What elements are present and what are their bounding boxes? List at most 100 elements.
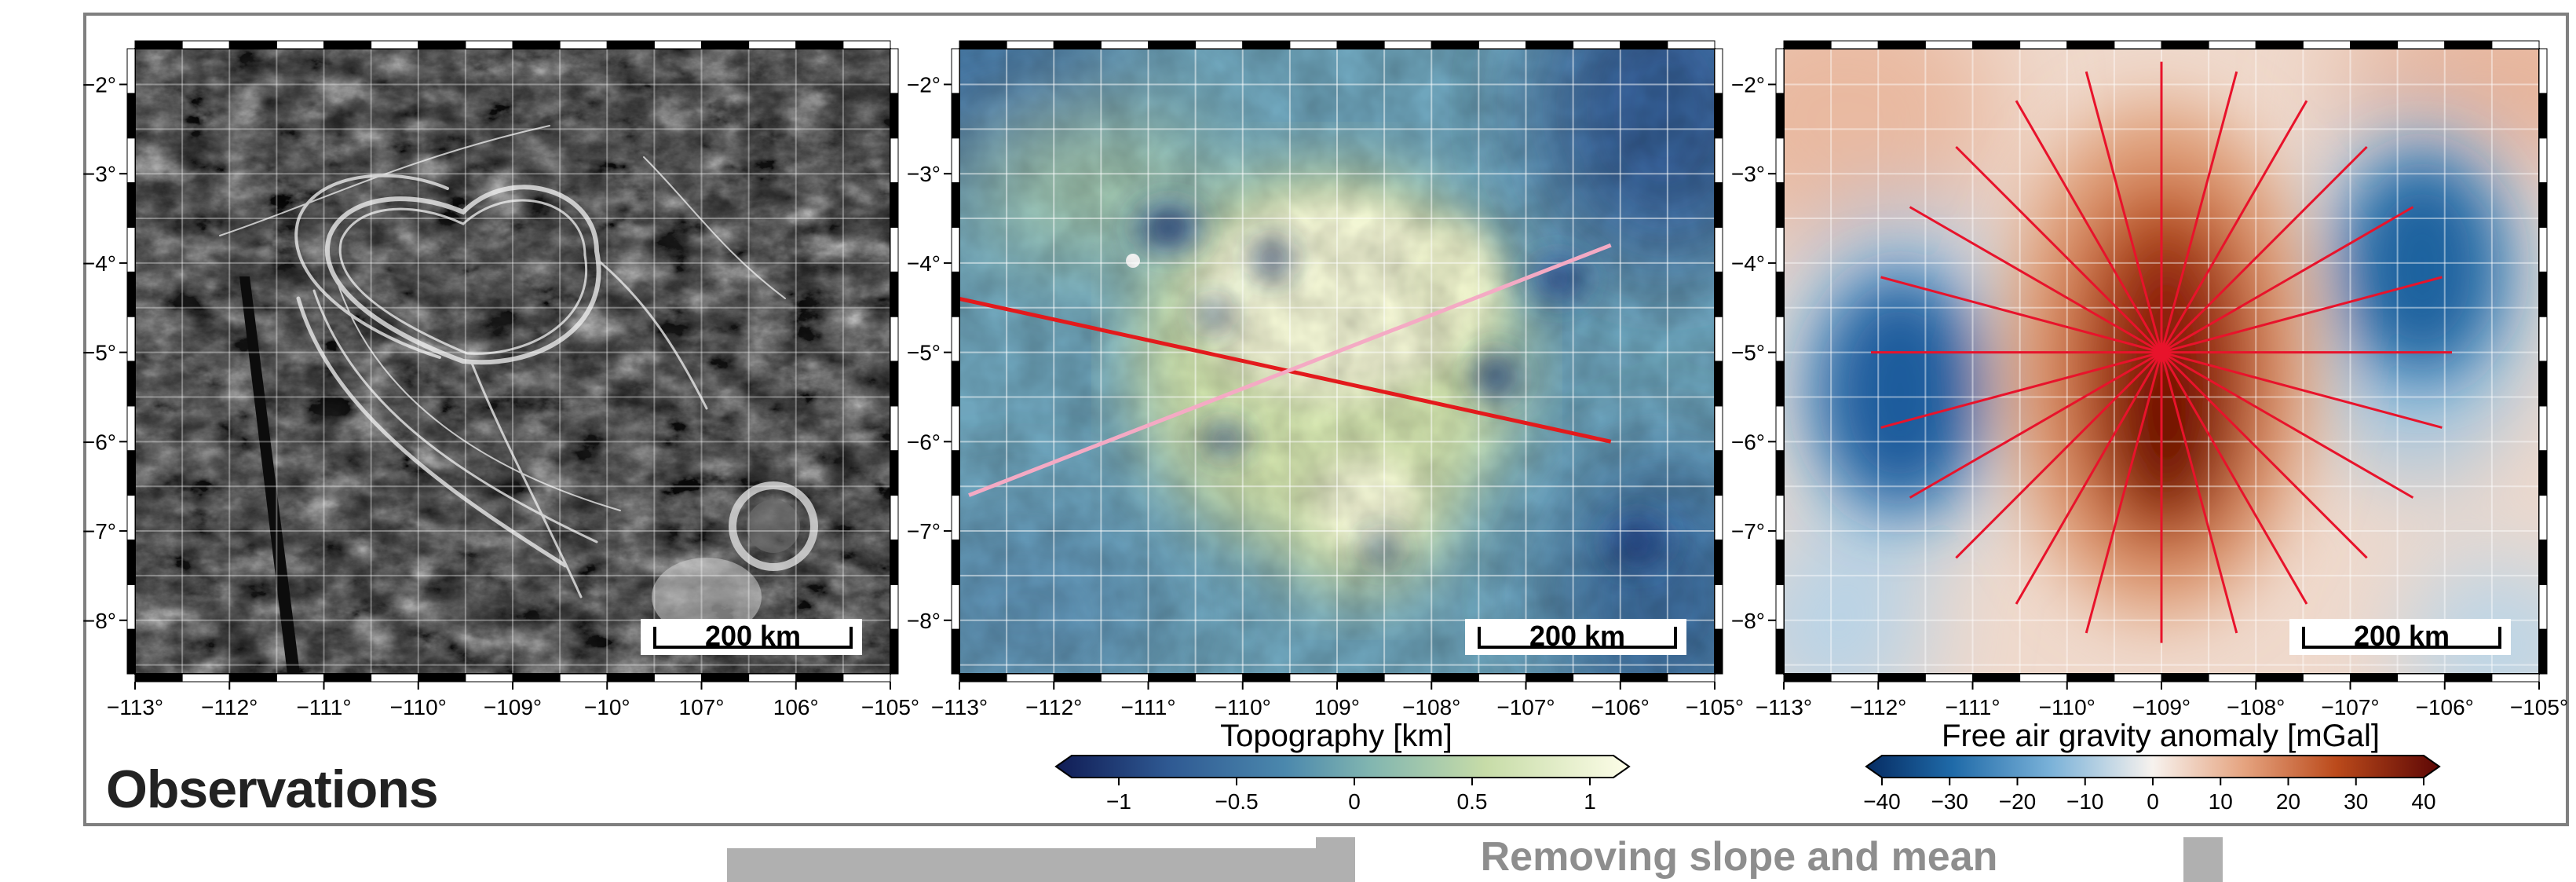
- panel-topography: −113° −112° −111° −110° 109° −108° −107° −106° −…: [907, 40, 1744, 814]
- frame-segment: [323, 673, 372, 683]
- frame-segment: [951, 48, 960, 94]
- x-tick-labels: −113° −112° −111° −110° −109° −108° −107° −106°…: [1756, 682, 2568, 719]
- frame-segment: [1775, 360, 1785, 407]
- radial-profile-line: [1880, 276, 2162, 354]
- y-tick-label: −6°: [907, 430, 941, 454]
- map-frame: [1775, 40, 2548, 683]
- y-tick-label: −2°: [82, 72, 116, 97]
- radial-profile-line: [2085, 71, 2163, 353]
- frame-segment: [126, 182, 136, 228]
- frame-segment: [951, 584, 960, 630]
- frame-segment: [1478, 673, 1526, 683]
- y-tick-label: −6°: [82, 430, 116, 454]
- x-tick-label: −113°: [107, 695, 163, 719]
- frame-segment: [2066, 40, 2115, 49]
- frame-segment: [1148, 673, 1197, 683]
- frame-segment: [2538, 495, 2548, 540]
- y-tick-label: −4°: [1731, 251, 1765, 276]
- frame-segment: [951, 360, 960, 407]
- colorbar-ticks: −40 −30 −20 −10 0 10 20 30 40: [1863, 778, 2436, 814]
- frame-segment: [1775, 93, 1785, 139]
- map-frame: [951, 40, 1723, 683]
- scale-bar-label: 200 km: [2354, 620, 2450, 652]
- frame-segment: [126, 628, 136, 675]
- scale-bar-label: 200 km: [1529, 620, 1625, 652]
- y-tick-label: −7°: [1731, 519, 1765, 543]
- y-tick-label: −3°: [1731, 162, 1765, 186]
- radial-profile-line: [2161, 351, 2414, 499]
- frame-segment: [1289, 673, 1338, 683]
- frame-segment: [890, 182, 899, 228]
- frame-segment: [418, 40, 466, 49]
- frame-segment: [126, 137, 136, 184]
- frame-segment: [1924, 40, 1973, 49]
- frame-segment: [951, 93, 960, 139]
- frame-segment: [2538, 450, 2548, 496]
- frame-segment: [1100, 673, 1149, 683]
- panel-radar: −113° −112° −111° −110° −109° −10° 107° 106° −10…: [82, 40, 919, 719]
- bottom-caption: Removing slope and mean: [1481, 834, 1998, 880]
- y-tick-label: −2°: [907, 72, 941, 97]
- radial-profile-line: [2160, 352, 2238, 634]
- radial-profile-line: [2015, 351, 2163, 605]
- colorbar-tick-label: −30: [1931, 789, 1969, 814]
- frame-segment: [1775, 450, 1785, 496]
- frame-segment: [959, 40, 1007, 49]
- frame-segment: [1573, 40, 1621, 49]
- frame-segment: [1100, 40, 1149, 49]
- frame-segment: [1714, 137, 1723, 184]
- frame-segment: [2538, 137, 2548, 184]
- frame-segment: [1526, 40, 1574, 49]
- frame-segment: [2255, 673, 2304, 683]
- x-tick-label: −110°: [1215, 695, 1271, 719]
- x-tick-label: −112°: [1025, 695, 1082, 719]
- frame-segment: [2491, 40, 2540, 49]
- colorbar-tick-label: −10: [2066, 789, 2104, 814]
- frame-segment: [890, 271, 899, 317]
- frame-segment: [890, 584, 899, 630]
- y-tick-labels: −2° −3° −4° −5° −6° −7° −8°: [82, 72, 127, 633]
- frame-segment: [2161, 40, 2209, 49]
- colorbar-topography: Topography [km] −1 −0.5 0 0.5 1: [1054, 719, 1631, 814]
- panel-gravity: −113° −112° −111° −110° −109° −108° −107° −106°…: [1731, 40, 2568, 814]
- x-tick-label: 109°: [1314, 695, 1360, 719]
- radial-profile-line: [2160, 145, 2368, 353]
- frame-segment: [1775, 182, 1785, 228]
- frame-segment: [126, 584, 136, 630]
- graticule: [959, 49, 1715, 674]
- y-tick-label: −7°: [82, 519, 116, 543]
- frame-segment: [126, 316, 136, 362]
- radial-profile-line: [2160, 351, 2308, 605]
- radial-profiles: [1871, 61, 2452, 643]
- frame-segment: [323, 40, 372, 49]
- radial-profile-line: [1880, 351, 2162, 429]
- colorbar-tick-label: 0: [2147, 789, 2159, 814]
- frame-segment: [2066, 673, 2115, 683]
- frame-segment: [2255, 40, 2304, 49]
- frame-segment: [1620, 673, 1668, 683]
- frame-segment: [1714, 628, 1723, 675]
- colorbar-tick-label: −40: [1863, 789, 1901, 814]
- x-tick-label: −107°: [2321, 695, 2379, 719]
- frame-segment: [701, 673, 750, 683]
- colorbar-tick-label: −0.5: [1215, 789, 1258, 814]
- frame-segment: [1667, 673, 1716, 683]
- frame-segment: [1714, 226, 1723, 273]
- frame-segment: [1526, 673, 1574, 683]
- x-tick-label: −108°: [2227, 695, 2285, 719]
- frame-segment: [959, 673, 1007, 683]
- colorbar-ticks: −1 −0.5 0 0.5 1: [1106, 778, 1596, 814]
- frame-segment: [2491, 673, 2540, 683]
- x-tick-label: −105°: [2510, 695, 2568, 719]
- y-tick-label: −5°: [907, 341, 941, 365]
- frame-segment: [1667, 40, 1716, 49]
- frame-segment: [2538, 316, 2548, 362]
- x-tick-label: 107°: [679, 695, 725, 719]
- frame-segment: [890, 360, 899, 407]
- y-tick-label: −7°: [907, 519, 941, 543]
- frame-segment: [512, 40, 561, 49]
- x-tick-label: −110°: [390, 695, 447, 719]
- frame-segment: [559, 40, 608, 49]
- frame-segment: [2114, 673, 2162, 683]
- colorbar-label: Topography [km]: [1220, 719, 1452, 753]
